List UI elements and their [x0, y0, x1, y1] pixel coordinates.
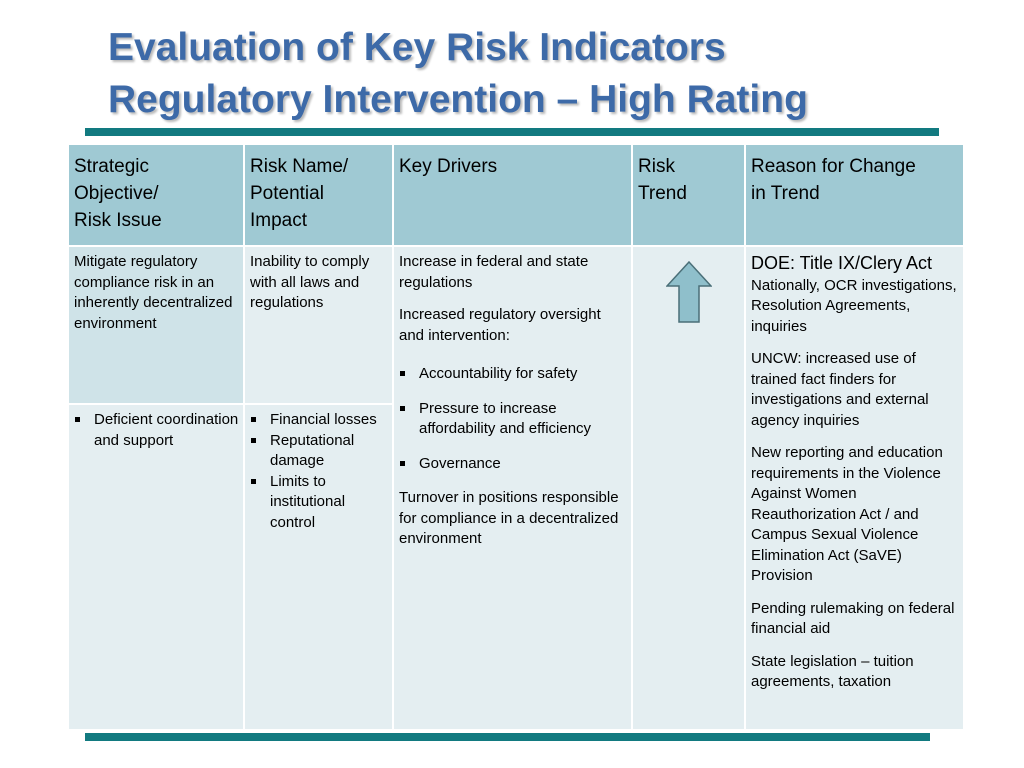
trend-arrow-shape [666, 261, 712, 323]
potential-impact-list: Financial losses Reputational damage Lim… [250, 410, 388, 533]
bottom-divider [85, 733, 930, 741]
driver-bullet-list: Accountability for safety Pressure to in… [399, 364, 627, 474]
header-key-drivers: Key Drivers [392, 143, 633, 247]
header-risk-trend: Risk Trend [631, 143, 746, 247]
risk-name-text: Inability to comply with all laws and re… [250, 253, 370, 311]
list-item: Reputational damage [250, 431, 388, 472]
reason-state: State legislation – tuition agreements, … [751, 652, 914, 691]
list-item: Deficient coordination and support [74, 410, 239, 451]
risk-issue-list: Deficient coordination and support [74, 410, 239, 451]
slide-title: Evaluation of Key Risk Indicators Regula… [108, 22, 1008, 126]
title-line-1: Evaluation of Key Risk Indicators [108, 26, 726, 69]
reason-uncw: UNCW: increased use of trained fact find… [751, 350, 929, 429]
table-header-row: Strategic Objective/ Risk Issue Risk Nam… [67, 143, 965, 247]
list-item: Governance [399, 454, 627, 475]
table-row: Deficient coordination and support Finan… [67, 403, 964, 731]
strategic-objective-cell: Mitigate regulatory compliance risk in a… [67, 245, 245, 405]
driver-intro-2: Increased regulatory oversight and inter… [399, 306, 601, 344]
header-reason-for-change: Reason for Change in Trend [744, 143, 965, 247]
risk-trend-cell [631, 245, 746, 731]
reason-rulemaking: Pending rulemaking on federal financial … [751, 599, 955, 638]
reason-cell: DOE: Title IX/Clery Act Nationally, OCR … [744, 245, 965, 731]
potential-impact-cell: Financial losses Reputational damage Lim… [243, 403, 394, 731]
risk-issue-cell: Deficient coordination and support [67, 403, 245, 731]
table-row: Mitigate regulatory compliance risk in a… [67, 245, 965, 731]
reason-doe-detail: Nationally, OCR investigations, Resoluti… [751, 276, 957, 335]
driver-intro-1: Increase in federal and state regulation… [399, 253, 589, 291]
list-item: Financial losses [250, 410, 388, 431]
header-strategic-objective: Strategic Objective/ Risk Issue [67, 143, 245, 247]
risk-table: Strategic Objective/ Risk Issue Risk Nam… [67, 143, 965, 731]
driver-closing: Turnover in positions responsible for co… [399, 489, 619, 547]
risk-name-cell: Inability to comply with all laws and re… [243, 245, 394, 405]
list-item: Accountability for safety [399, 364, 627, 385]
title-line-2: Regulatory Intervention – High Rating [108, 78, 808, 121]
key-drivers-cell: Increase in federal and state regulation… [392, 245, 633, 731]
top-divider [85, 128, 939, 136]
list-item: Limits to institutional control [250, 472, 388, 534]
up-arrow-icon [666, 261, 712, 323]
strategic-objective-text: Mitigate regulatory compliance risk in a… [74, 253, 233, 332]
header-risk-name: Risk Name/ Potential Impact [243, 143, 394, 247]
reason-doe: DOE: Title IX/Clery Act Nationally, OCR … [751, 252, 959, 337]
reason-doe-heading: DOE: Title IX/Clery Act [751, 253, 933, 273]
list-item: Pressure to increase affordability and e… [399, 399, 627, 440]
reason-vawa: New reporting and education requirements… [751, 444, 943, 584]
